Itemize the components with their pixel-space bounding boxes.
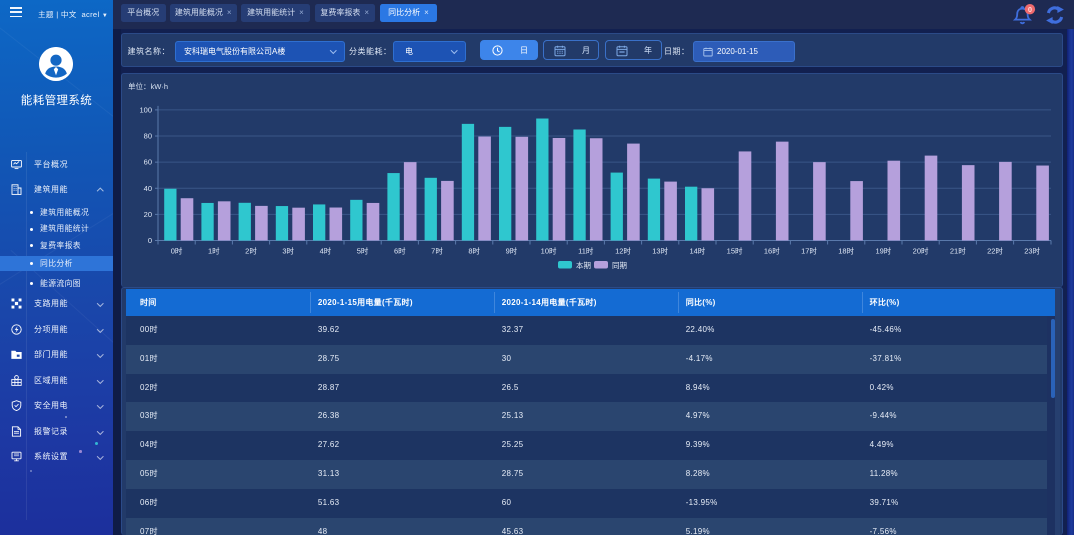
svg-text:7时: 7时 xyxy=(431,246,443,256)
svg-text:2时: 2时 xyxy=(245,246,257,256)
svg-text:14时: 14时 xyxy=(689,246,705,256)
svg-text:15时: 15时 xyxy=(727,246,743,256)
svg-text:21时: 21时 xyxy=(950,246,966,256)
svg-text:22时: 22时 xyxy=(987,246,1003,256)
svg-text:本期: 本期 xyxy=(576,260,591,270)
svg-text:20: 20 xyxy=(144,210,152,219)
svg-text:3时: 3时 xyxy=(282,246,294,256)
svg-text:0: 0 xyxy=(1028,5,1032,14)
svg-text:9时: 9时 xyxy=(506,246,518,256)
svg-text:40: 40 xyxy=(144,184,152,193)
svg-text:100: 100 xyxy=(139,105,152,114)
svg-text:17时: 17时 xyxy=(801,246,817,256)
svg-text:60: 60 xyxy=(144,158,152,167)
svg-text:同期: 同期 xyxy=(612,261,627,270)
svg-text:13时: 13时 xyxy=(652,246,668,256)
svg-text:1时: 1时 xyxy=(208,246,220,256)
svg-text:19时: 19时 xyxy=(875,246,891,256)
svg-text:20时: 20时 xyxy=(913,246,929,256)
svg-text:0时: 0时 xyxy=(171,246,183,256)
svg-text:80: 80 xyxy=(144,132,152,141)
svg-text:5时: 5时 xyxy=(357,246,369,256)
svg-text:23时: 23时 xyxy=(1024,246,1040,256)
svg-text:8时: 8时 xyxy=(468,246,480,256)
svg-text:18时: 18时 xyxy=(838,246,854,256)
svg-text:12时: 12时 xyxy=(615,246,631,256)
svg-text:11时: 11时 xyxy=(578,246,594,256)
svg-text:16时: 16时 xyxy=(764,246,780,256)
svg-text:0: 0 xyxy=(148,236,152,245)
svg-text:10时: 10时 xyxy=(541,246,557,256)
svg-text:4时: 4时 xyxy=(320,246,332,256)
svg-text:单位：kW·h: 单位：kW·h xyxy=(128,81,168,91)
svg-text:6时: 6时 xyxy=(394,246,406,256)
